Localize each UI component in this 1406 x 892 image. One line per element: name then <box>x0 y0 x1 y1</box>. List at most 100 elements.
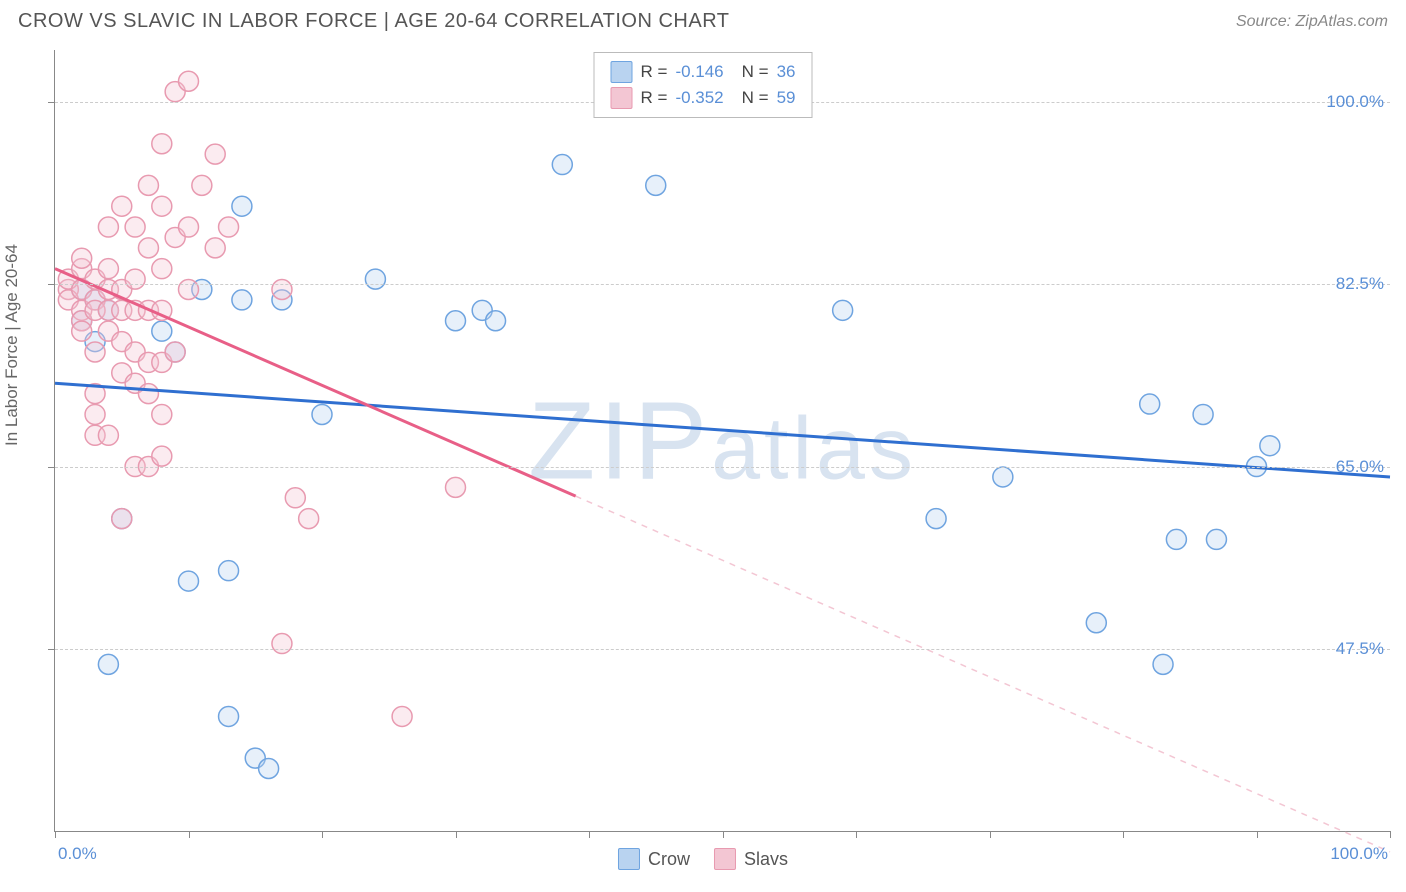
scatter-point <box>98 217 118 237</box>
x-tick <box>1257 831 1258 838</box>
scatter-point <box>152 404 172 424</box>
legend-swatch <box>618 848 640 870</box>
scatter-point <box>1140 394 1160 414</box>
legend-n-label: N = <box>742 62 769 82</box>
scatter-point <box>85 404 105 424</box>
legend-swatch <box>611 87 633 109</box>
legend-n-label: N = <box>742 88 769 108</box>
scatter-point <box>285 488 305 508</box>
scatter-point <box>179 280 199 300</box>
scatter-point <box>152 446 172 466</box>
scatter-point <box>205 144 225 164</box>
legend-series-name: Crow <box>648 849 690 870</box>
scatter-point <box>72 248 92 268</box>
chart-title: CROW VS SLAVIC IN LABOR FORCE | AGE 20-6… <box>18 10 730 33</box>
legend-row: R = -0.352 N = 59 <box>611 85 796 111</box>
x-tick <box>456 831 457 838</box>
y-tick <box>48 649 55 650</box>
x-tick <box>1390 831 1391 838</box>
legend-r-label: R = <box>641 62 668 82</box>
scatter-point <box>1193 404 1213 424</box>
scatter-point <box>152 196 172 216</box>
y-tick-label: 47.5% <box>1336 639 1384 659</box>
scatter-point <box>138 175 158 195</box>
x-tick <box>189 831 190 838</box>
x-tick <box>723 831 724 838</box>
series-legend: Crow Slavs <box>618 848 788 870</box>
scatter-point <box>993 467 1013 487</box>
scatter-point <box>72 321 92 341</box>
scatter-point <box>486 311 506 331</box>
scatter-point <box>138 384 158 404</box>
scatter-point <box>112 509 132 529</box>
y-tick <box>48 102 55 103</box>
y-tick <box>48 467 55 468</box>
regression-line <box>55 383 1390 477</box>
gridline <box>55 284 1390 285</box>
scatter-point <box>219 706 239 726</box>
regression-line-dashed <box>576 496 1390 852</box>
scatter-point <box>179 71 199 91</box>
legend-r-label: R = <box>641 88 668 108</box>
scatter-point <box>219 561 239 581</box>
scatter-point <box>152 321 172 341</box>
legend-n-value: 36 <box>777 62 796 82</box>
y-axis-title: In Labor Force | Age 20-64 <box>2 244 22 446</box>
scatter-point <box>219 217 239 237</box>
scatter-point <box>192 175 212 195</box>
x-tick <box>322 831 323 838</box>
y-tick-label: 82.5% <box>1336 274 1384 294</box>
scatter-point <box>85 342 105 362</box>
legend-n-value: 59 <box>777 88 796 108</box>
scatter-point <box>1086 613 1106 633</box>
scatter-point <box>552 155 572 175</box>
scatter-svg <box>55 50 1390 831</box>
scatter-point <box>98 654 118 674</box>
scatter-point <box>232 196 252 216</box>
scatter-point <box>312 404 332 424</box>
scatter-point <box>152 134 172 154</box>
scatter-point <box>138 238 158 258</box>
legend-swatch <box>714 848 736 870</box>
legend-row: R = -0.146 N = 36 <box>611 59 796 85</box>
legend-item: Crow <box>618 848 690 870</box>
scatter-point <box>259 759 279 779</box>
scatter-point <box>125 269 145 289</box>
y-tick <box>48 284 55 285</box>
scatter-point <box>446 311 466 331</box>
gridline <box>55 649 1390 650</box>
scatter-point <box>98 425 118 445</box>
scatter-point <box>165 342 185 362</box>
x-tick <box>990 831 991 838</box>
legend-r-value: -0.352 <box>675 88 723 108</box>
scatter-point <box>833 300 853 320</box>
scatter-point <box>232 290 252 310</box>
x-tick <box>856 831 857 838</box>
scatter-point <box>152 259 172 279</box>
scatter-point <box>1260 436 1280 456</box>
scatter-point <box>205 238 225 258</box>
scatter-point <box>926 509 946 529</box>
scatter-point <box>272 634 292 654</box>
scatter-point <box>299 509 319 529</box>
legend-item: Slavs <box>714 848 788 870</box>
gridline <box>55 467 1390 468</box>
legend-series-name: Slavs <box>744 849 788 870</box>
x-tick <box>55 831 56 838</box>
legend-r-value: -0.146 <box>675 62 723 82</box>
x-tick <box>1123 831 1124 838</box>
scatter-point <box>112 196 132 216</box>
scatter-point <box>98 259 118 279</box>
scatter-point <box>1166 529 1186 549</box>
scatter-point <box>1206 529 1226 549</box>
chart-plot-area: ZIPatlas 47.5%65.0%82.5%100.0% <box>54 50 1390 832</box>
y-tick-label: 100.0% <box>1326 92 1384 112</box>
scatter-point <box>125 217 145 237</box>
x-axis-min-label: 0.0% <box>58 844 97 864</box>
scatter-point <box>179 217 199 237</box>
correlation-legend: R = -0.146 N = 36 R = -0.352 N = 59 <box>594 52 813 118</box>
scatter-point <box>392 706 412 726</box>
scatter-point <box>365 269 385 289</box>
scatter-point <box>1153 654 1173 674</box>
y-tick-label: 65.0% <box>1336 457 1384 477</box>
